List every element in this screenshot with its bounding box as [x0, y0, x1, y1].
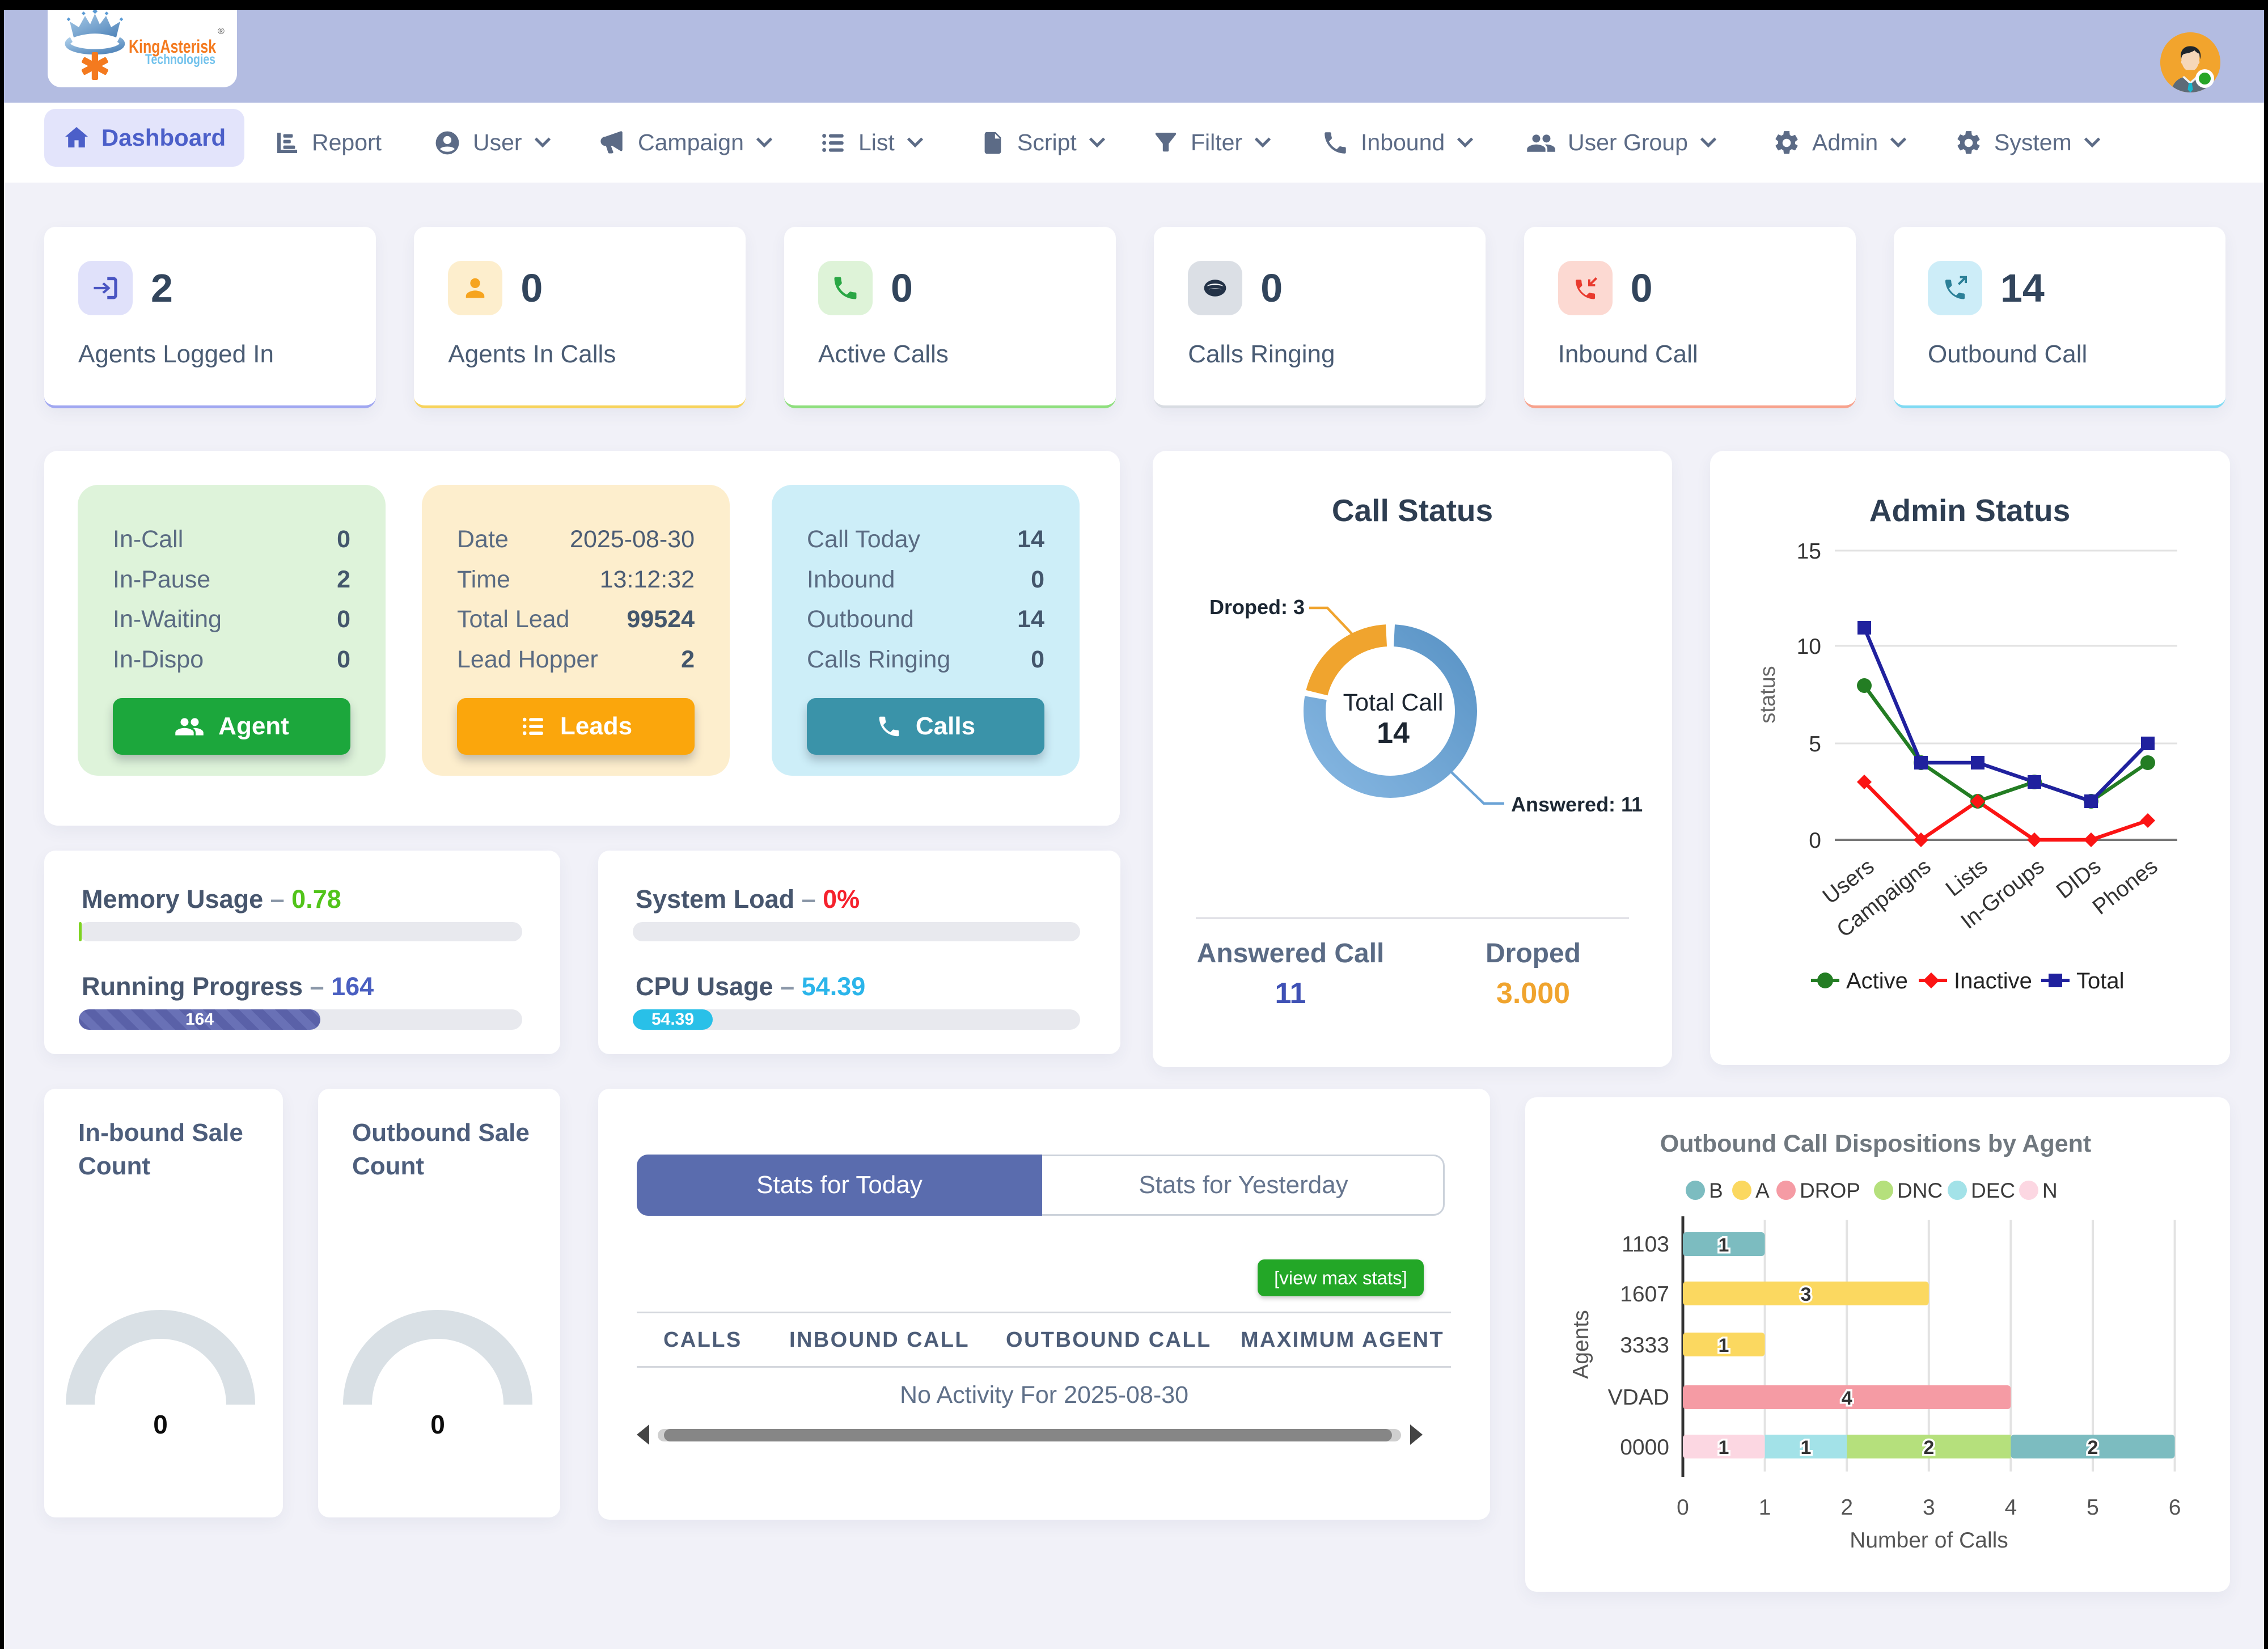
svg-text:Outbound Call Dispositions by: Outbound Call Dispositions by Agent [1660, 1130, 2091, 1157]
svg-text:2: 2 [1923, 1437, 1934, 1458]
svg-text:KingAsterisk: KingAsterisk [129, 36, 216, 57]
svg-text:A: A [1755, 1179, 1770, 1202]
svg-text:2: 2 [1840, 1495, 1853, 1520]
svg-text:2: 2 [2088, 1437, 2098, 1458]
svg-text:0: 0 [430, 1410, 445, 1439]
svg-text:Active: Active [1846, 969, 1908, 993]
svg-text:15: 15 [1797, 539, 1821, 564]
svg-text:3.000: 3.000 [1496, 977, 1570, 1010]
svg-text:Answered: 11: Answered: 11 [1511, 793, 1643, 816]
svg-text:Phones: Phones [2088, 854, 2163, 919]
svg-text:®: ® [218, 27, 225, 36]
svg-text:Agents: Agents [1569, 1310, 1593, 1379]
svg-text:Answered Call: Answered Call [1197, 938, 1385, 969]
svg-text:0: 0 [1809, 828, 1821, 853]
svg-text:1: 1 [1759, 1495, 1771, 1520]
svg-text:N: N [2042, 1179, 2058, 1202]
svg-text:5: 5 [2087, 1495, 2099, 1520]
svg-text:11: 11 [1275, 977, 1306, 1010]
svg-text:3: 3 [1923, 1495, 1935, 1520]
svg-text:0000: 0000 [1620, 1435, 1669, 1460]
svg-text:DNC: DNC [1897, 1179, 1943, 1202]
svg-text:3333: 3333 [1620, 1333, 1669, 1358]
svg-text:Droped: 3: Droped: 3 [1209, 595, 1305, 619]
svg-text:6: 6 [2169, 1495, 2181, 1520]
svg-text:1: 1 [1719, 1437, 1729, 1458]
svg-text:1: 1 [1719, 1335, 1729, 1356]
svg-text:1607: 1607 [1620, 1282, 1669, 1306]
svg-text:B: B [1709, 1179, 1723, 1202]
svg-text:1: 1 [1801, 1437, 1812, 1458]
svg-text:1103: 1103 [1622, 1232, 1669, 1257]
svg-text:Inactive: Inactive [1954, 969, 2032, 993]
svg-text:Call Status: Call Status [1332, 493, 1493, 528]
svg-text:Total Call: Total Call [1343, 689, 1444, 716]
svg-text:Technologies: Technologies [145, 52, 215, 67]
svg-text:3: 3 [1801, 1284, 1812, 1305]
svg-text:DROP: DROP [1800, 1179, 1860, 1202]
svg-text:DEC: DEC [1971, 1179, 2015, 1202]
svg-text:1: 1 [1719, 1234, 1729, 1256]
svg-text:Droped: Droped [1486, 938, 1581, 969]
svg-text:4: 4 [2005, 1495, 2017, 1520]
svg-text:0: 0 [1677, 1495, 1689, 1520]
svg-text:0: 0 [153, 1410, 168, 1439]
svg-text:Total: Total [2076, 969, 2125, 993]
svg-text:Admin Status: Admin Status [1869, 493, 2070, 528]
svg-text:VDAD: VDAD [1608, 1385, 1669, 1410]
svg-text:5: 5 [1809, 732, 1821, 756]
svg-text:14: 14 [1377, 717, 1410, 750]
svg-text:10: 10 [1797, 635, 1821, 659]
svg-text:Number of Calls: Number of Calls [1850, 1528, 2008, 1553]
svg-text:4: 4 [1842, 1388, 1852, 1409]
svg-text:status: status [1756, 666, 1780, 723]
